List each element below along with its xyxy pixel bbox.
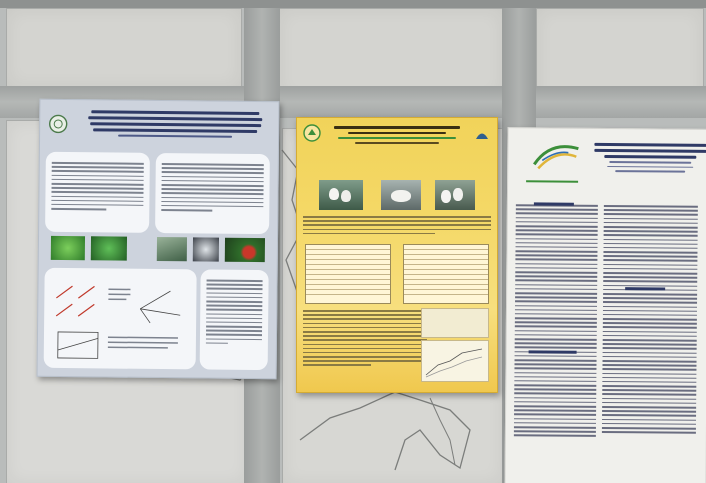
poster-left-section-2 xyxy=(155,152,270,235)
wall-panel-top-left xyxy=(6,8,242,88)
poster-center-photo-3 xyxy=(435,180,475,210)
poster-center-chart-1 xyxy=(421,308,489,338)
poster-left-title xyxy=(80,110,270,141)
poster-left-section-4 xyxy=(199,269,269,371)
ceiling-frame xyxy=(0,0,706,8)
poster-left-photo-1 xyxy=(50,235,86,261)
poster-right-col-2 xyxy=(601,204,698,436)
poster-center-body-text xyxy=(303,310,427,369)
poster-right-col-1 xyxy=(513,204,598,439)
poster-right-section-heading-3 xyxy=(625,287,666,291)
poster-left-photo-3 xyxy=(156,236,188,262)
poster-center-title xyxy=(327,126,467,147)
poster-center-table-2 xyxy=(403,244,489,304)
poster-right-title xyxy=(592,142,706,176)
swoosh-logo-icon xyxy=(533,145,579,170)
poster-left-section-3 xyxy=(43,267,197,370)
poster-center-photo-2 xyxy=(381,180,421,210)
poster-center-chart-lines xyxy=(425,348,483,378)
poster-right-section-heading-1 xyxy=(533,202,574,206)
poster-left-photo-2 xyxy=(90,236,128,261)
poster-left-diagram xyxy=(55,285,181,359)
goose-photo-icon xyxy=(476,133,488,139)
poster-right-section-heading-2 xyxy=(528,350,577,354)
seal-logo-icon xyxy=(48,114,68,134)
poster-left-section-1 xyxy=(45,151,150,233)
poster-center-photo-1 xyxy=(319,180,363,210)
poster-center xyxy=(296,117,498,393)
poster-left-photo-5 xyxy=(224,237,266,263)
university-logo-icon xyxy=(303,124,321,142)
poster-center-table-1 xyxy=(305,244,391,304)
poster-center-intro-text xyxy=(303,216,491,237)
poster-left xyxy=(36,98,280,380)
poster-right xyxy=(504,127,706,483)
poster-center-chart-2 xyxy=(421,340,489,382)
poster-left-photo-4 xyxy=(192,237,220,262)
wall-panel-top-center xyxy=(278,8,504,100)
poster-right-affiliation xyxy=(526,180,579,185)
